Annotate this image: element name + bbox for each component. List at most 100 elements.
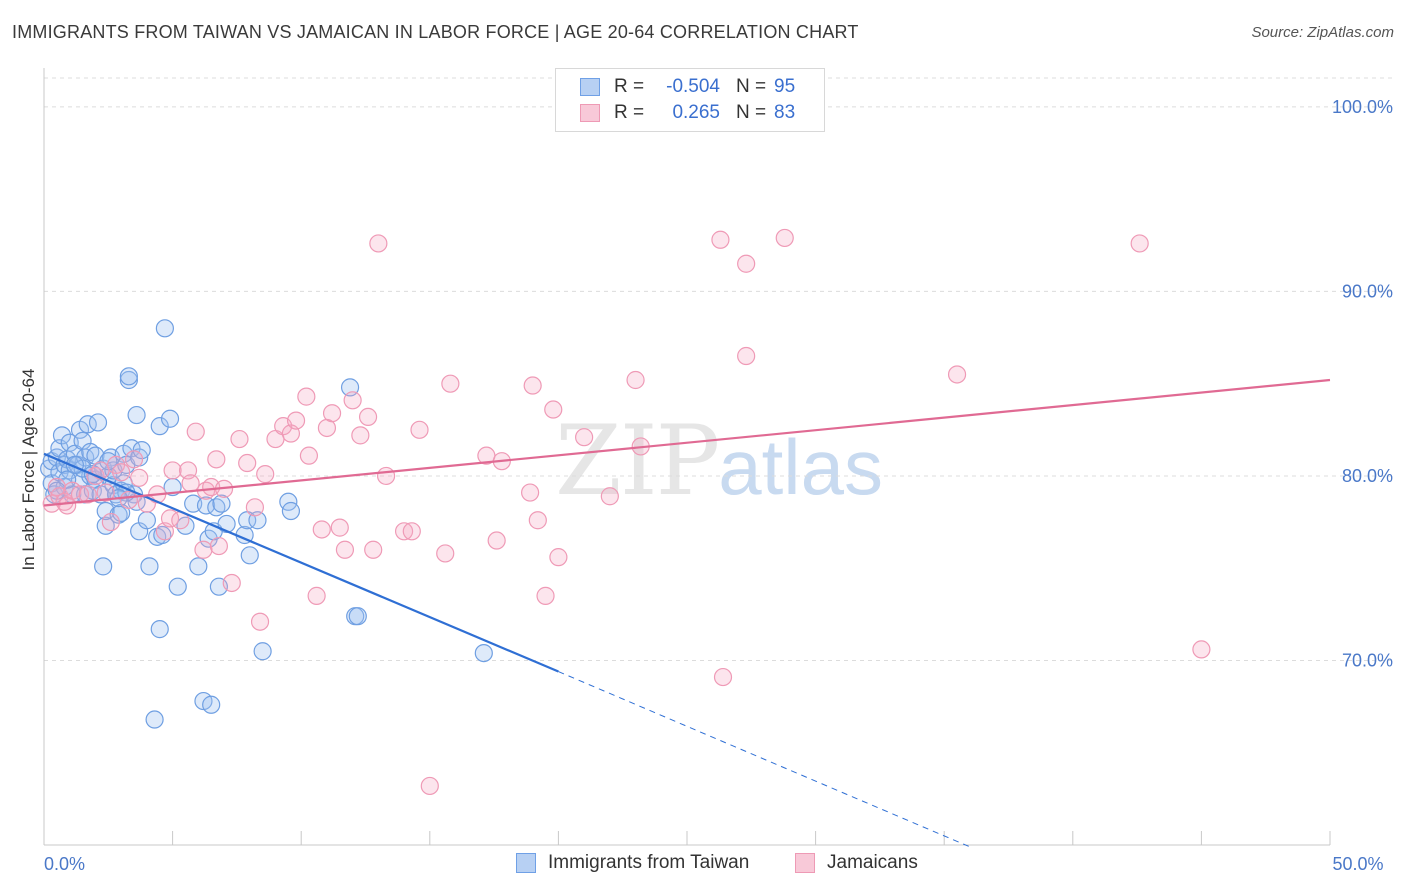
point-taiwan (253, 642, 272, 661)
bottom-legend-label-jamaicans: Jamaicans (827, 852, 918, 873)
bottom-legend-swatch-taiwan (516, 853, 536, 873)
stats-legend-row-taiwan: R = -0.504 N = 95 (580, 75, 795, 99)
y-tick-label: 70.0% (1342, 650, 1393, 670)
x-tick-label: 50.0% (1332, 854, 1383, 874)
point-taiwan (88, 413, 108, 432)
point-jamaicans (112, 463, 131, 482)
point-jamaicans (250, 612, 270, 631)
trendline-jamaicans (43, 378, 1331, 507)
point-jamaicans (523, 376, 542, 395)
point-taiwan (145, 710, 164, 729)
point-jamaicans (245, 498, 265, 517)
point-jamaicans (181, 474, 200, 493)
point-taiwan (127, 405, 146, 425)
point-jamaicans (194, 540, 213, 559)
point-taiwan (202, 695, 221, 714)
point-jamaicans (575, 428, 594, 447)
point-jamaicans (737, 346, 756, 366)
point-taiwan (189, 557, 208, 576)
point-jamaicans (96, 483, 115, 502)
point-jamaicans (528, 511, 547, 530)
point-taiwan (281, 501, 301, 521)
x-tick-label: 0.0% (44, 854, 85, 874)
stats-legend-row-jamaicans: R = 0.265 N = 83 (580, 101, 795, 125)
point-jamaicans (343, 391, 362, 410)
point-jamaicans (775, 228, 794, 248)
point-jamaicans (711, 230, 730, 249)
point-jamaicans (186, 422, 205, 441)
point-jamaicans (544, 400, 563, 419)
data-points (40, 228, 1211, 796)
point-jamaicans (222, 573, 241, 593)
point-jamaicans (299, 446, 319, 465)
legend-swatch-taiwan (580, 78, 600, 96)
point-jamaicans (369, 234, 388, 253)
point-jamaicans (230, 429, 249, 449)
r-value: -0.504 (666, 76, 720, 97)
trend-lines (43, 378, 1331, 848)
point-jamaicans (487, 531, 506, 550)
r-label: R = (614, 76, 645, 97)
watermark-zip: ZIP (555, 405, 720, 517)
chart-title: IMMIGRANTS FROM TAIWAN VS JAMAICAN IN LA… (12, 22, 859, 42)
point-taiwan (52, 426, 72, 445)
point-jamaicans (130, 468, 149, 487)
point-jamaicans (420, 776, 439, 796)
point-jamaicans (330, 518, 349, 537)
r-value: 0.265 (672, 102, 720, 123)
point-jamaicans (947, 365, 967, 384)
point-jamaicans (209, 536, 228, 556)
point-taiwan (150, 417, 169, 436)
point-jamaicans (1192, 640, 1211, 659)
r-label: R = (614, 102, 645, 123)
trendline-taiwan-extension (558, 671, 971, 848)
axes (43, 68, 1331, 846)
bottom-legend-taiwan: Immigrants from Taiwan (516, 852, 749, 874)
point-jamaicans (286, 411, 306, 430)
point-jamaicans (78, 485, 97, 504)
point-taiwan (119, 367, 138, 386)
point-taiwan (240, 546, 259, 565)
n-value: 95 (774, 76, 796, 97)
point-jamaicans (256, 465, 275, 484)
bottom-legend-label-taiwan: Immigrants from Taiwan (548, 852, 750, 873)
point-taiwan (212, 494, 231, 513)
point-jamaicans (364, 540, 383, 559)
point-taiwan (155, 319, 174, 338)
bottom-legend-swatch-jamaicans (795, 853, 815, 873)
point-jamaicans (394, 522, 414, 541)
source-label: Source: ZipAtlas.com (1251, 24, 1394, 41)
point-taiwan (168, 577, 187, 596)
point-taiwan (150, 620, 169, 639)
point-jamaicans (238, 453, 257, 473)
n-value: 83 (774, 102, 796, 123)
point-jamaicans (441, 374, 460, 393)
point-jamaicans (713, 667, 733, 687)
point-jamaicans (737, 254, 756, 273)
point-jamaicans (549, 548, 568, 567)
y-tick-label: 100.0% (1332, 97, 1393, 117)
y-axis-label: In Labor Force | Age 20-64 (19, 369, 38, 571)
point-jamaicans (297, 387, 316, 406)
axis-labels: 70.0% 80.0% 90.0% 100.0% 0.0% 50.0% In Labor F… (19, 97, 1393, 874)
stats-legend: R = -0.504 N = 95 R = 0.265 N = 83 (555, 68, 825, 132)
point-jamaicans (410, 420, 429, 439)
point-taiwan (58, 470, 77, 489)
point-jamaicans (207, 450, 226, 469)
point-taiwan (137, 511, 156, 530)
point-jamaicans (402, 522, 421, 541)
trendline-taiwan (43, 452, 559, 673)
point-jamaicans (536, 586, 555, 605)
point-jamaicans (436, 544, 455, 563)
point-jamaicans (600, 487, 619, 506)
point-jamaicans (124, 450, 144, 469)
bottom-legend-jamaicans: Jamaicans (795, 852, 918, 874)
grid-lines (44, 77, 1392, 661)
point-jamaicans (521, 483, 540, 502)
point-taiwan (217, 514, 236, 534)
point-taiwan (474, 643, 493, 663)
point-jamaicans (307, 586, 326, 605)
point-jamaicans (335, 540, 355, 559)
point-taiwan (132, 441, 151, 460)
